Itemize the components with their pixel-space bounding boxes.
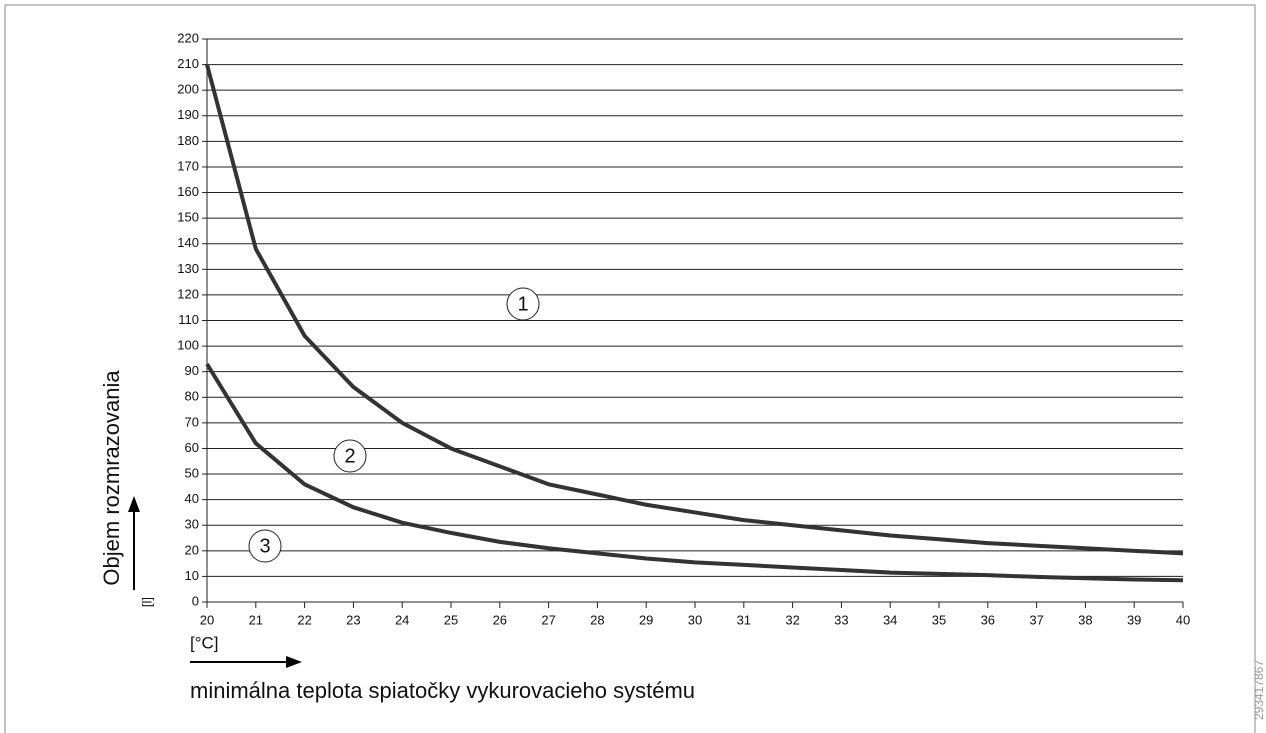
y-tick-label: 70: [185, 414, 199, 429]
x-tick-label: 31: [737, 612, 751, 627]
annotation: 3: [259, 535, 270, 557]
annotation-circle: [248, 529, 282, 563]
y-tick-label: 200: [177, 82, 199, 97]
y-tick-label: 110: [178, 312, 199, 327]
side-code: 293417867: [1252, 660, 1266, 720]
line-series: [205, 64, 1184, 556]
y-tick-label: 0: [192, 593, 199, 608]
x-tick-label: 26: [493, 612, 507, 627]
x-tick-label: 27: [541, 612, 555, 627]
y-tick-label: 170: [177, 158, 199, 173]
y-tick-label: 80: [185, 389, 199, 404]
annotation: 1: [517, 293, 528, 315]
y-tick-label: 90: [185, 363, 199, 378]
x-tick-label: 25: [444, 612, 458, 627]
x-tick-label: 34: [883, 612, 897, 627]
x-tick-label: 20: [200, 612, 214, 627]
y-tick-label: 120: [177, 286, 199, 301]
y-axis-label: Objem rozmrazovania: [99, 370, 124, 586]
x-axis-label: minimálna teplota spiatočky vykurovacieh…: [190, 678, 695, 703]
y-tick-label: 190: [177, 107, 199, 122]
y-tick-label: 50: [185, 465, 199, 480]
x-tick-label: 40: [1176, 612, 1190, 627]
x-tick-label: 24: [395, 612, 409, 627]
y-tick-label: 40: [185, 491, 199, 506]
x-tick-label: 36: [981, 612, 995, 627]
y-tick-label: 220: [177, 30, 199, 45]
annotation-circle: [333, 439, 367, 473]
x-tick-label: 32: [785, 612, 799, 627]
y-tick-label: 10: [185, 568, 199, 583]
annotation-circle: [506, 287, 540, 321]
y-unit: [l]: [139, 597, 154, 607]
annotation: 2: [344, 445, 355, 467]
y-tick-label: 60: [185, 440, 199, 455]
x-tick-label: 23: [346, 612, 360, 627]
x-tick-label: 21: [249, 612, 263, 627]
y-tick-label: 20: [185, 542, 199, 557]
frame: [4, 4, 1256, 733]
line-series: [205, 362, 1184, 583]
y-tick-label: 130: [177, 261, 199, 276]
x-tick-label: 29: [639, 612, 653, 627]
y-tick-label: 160: [177, 184, 199, 199]
y-tick-label: 180: [177, 133, 199, 148]
y-tick-label: 30: [185, 517, 199, 532]
x-tick-label: 30: [688, 612, 702, 627]
y-tick-label: 150: [177, 210, 199, 225]
y-tick-label: 140: [177, 235, 199, 250]
x-tick-label: 22: [297, 612, 311, 627]
x-tick-label: 28: [590, 612, 604, 627]
x-tick-label: 37: [1029, 612, 1043, 627]
y-tick-label: 100: [177, 338, 199, 353]
x-tick-label: 39: [1127, 612, 1141, 627]
y-arrow-head: [128, 496, 140, 512]
x-arrow-head: [286, 656, 302, 668]
x-tick-label: 33: [834, 612, 848, 627]
x-tick-label: 35: [932, 612, 946, 627]
x-tick-label: 38: [1078, 612, 1092, 627]
y-tick-label: 210: [177, 56, 199, 71]
x-unit: [°C]: [190, 633, 219, 652]
